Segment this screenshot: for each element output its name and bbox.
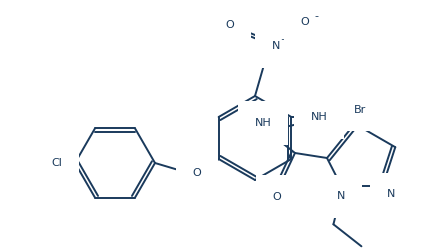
Text: -: - — [314, 11, 318, 21]
Text: N: N — [272, 41, 280, 51]
Text: Cl: Cl — [52, 158, 63, 168]
Text: O: O — [192, 168, 201, 178]
Text: NH: NH — [311, 112, 328, 122]
Text: +: + — [281, 35, 288, 44]
Text: N: N — [386, 189, 395, 199]
Text: O: O — [273, 192, 282, 202]
Text: O: O — [301, 17, 309, 27]
Text: O: O — [226, 20, 234, 30]
Text: N: N — [337, 191, 345, 201]
Text: Br: Br — [354, 105, 366, 115]
Text: NH: NH — [255, 118, 271, 128]
